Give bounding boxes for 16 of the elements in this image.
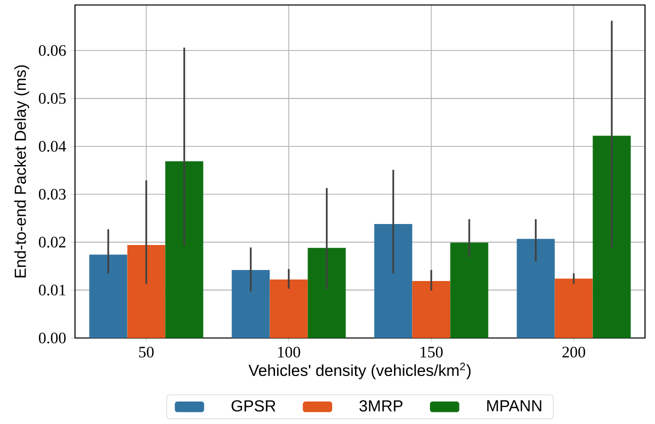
x-axis-title: Vehicles' density (vehicles/km$^{2}$)	[248, 362, 471, 380]
y-tick-label: 0.00	[38, 332, 66, 344]
x-tick-label: 100	[278, 346, 300, 358]
legend-label: 3MRP	[359, 400, 402, 412]
legend-label: MPANN	[487, 400, 542, 412]
x-tick-label: 200	[562, 346, 586, 358]
y-tick-label: 0.05	[38, 92, 66, 104]
x-tick-label: 150	[420, 346, 443, 358]
y-tick-label: 0.06	[38, 45, 66, 56]
y-tick-label: 0.03	[38, 188, 66, 200]
x-tick-label: 50	[139, 346, 154, 358]
y-axis-title: End-to-end Packet Delay (ms)	[14, 65, 30, 278]
y-tick-label: 0.01	[38, 284, 66, 296]
legend-label: GPSR	[232, 400, 276, 412]
y-tick-label: 0.04	[38, 140, 66, 152]
y-tick-label: 0.02	[38, 236, 66, 248]
